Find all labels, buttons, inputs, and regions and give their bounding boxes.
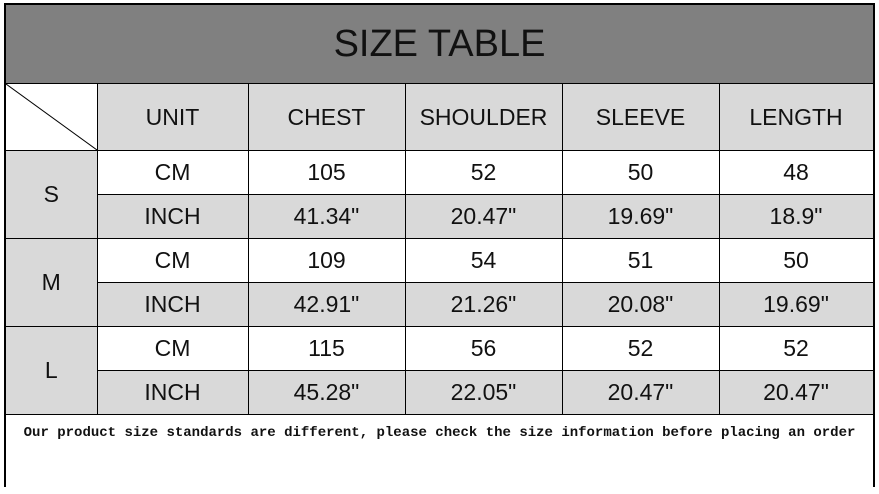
value-cell: 19.69" xyxy=(562,195,719,239)
value-cell: 115 xyxy=(248,327,405,371)
unit-cell: INCH xyxy=(97,371,248,415)
value-cell: 105 xyxy=(248,151,405,195)
value-cell: 42.91" xyxy=(248,283,405,327)
value-cell: 45.28" xyxy=(248,371,405,415)
unit-cell: CM xyxy=(97,327,248,371)
value-cell: 18.9" xyxy=(719,195,873,239)
value-cell: 20.47" xyxy=(562,371,719,415)
value-cell: 52 xyxy=(405,151,562,195)
value-cell: 20.47" xyxy=(719,371,873,415)
unit-cell: INCH xyxy=(97,195,248,239)
value-cell: 22.05" xyxy=(405,371,562,415)
size-label: S xyxy=(6,151,97,239)
unit-cell: INCH xyxy=(97,283,248,327)
value-cell: 20.08" xyxy=(562,283,719,327)
value-cell: 52 xyxy=(719,327,873,371)
value-cell: 52 xyxy=(562,327,719,371)
size-note: Our product size standards are different… xyxy=(6,415,873,494)
unit-cell: CM xyxy=(97,239,248,283)
value-cell: 56 xyxy=(405,327,562,371)
value-cell: 51 xyxy=(562,239,719,283)
value-cell: 19.69" xyxy=(719,283,873,327)
diagonal-line-icon xyxy=(6,84,97,150)
unit-cell: CM xyxy=(97,151,248,195)
value-cell: 109 xyxy=(248,239,405,283)
value-cell: 20.47" xyxy=(405,195,562,239)
value-cell: 50 xyxy=(562,151,719,195)
value-cell: 54 xyxy=(405,239,562,283)
value-cell: 48 xyxy=(719,151,873,195)
diagonal-corner-cell xyxy=(6,84,97,151)
header-unit: UNIT xyxy=(97,84,248,151)
value-cell: 50 xyxy=(719,239,873,283)
value-cell: 41.34" xyxy=(248,195,405,239)
size-label: M xyxy=(6,239,97,327)
header-sleeve: SLEEVE xyxy=(562,84,719,151)
size-label: L xyxy=(6,327,97,415)
value-cell: 21.26" xyxy=(405,283,562,327)
header-length: LENGTH xyxy=(719,84,873,151)
header-shoulder: SHOULDER xyxy=(405,84,562,151)
header-chest: CHEST xyxy=(248,84,405,151)
table-title: SIZE TABLE xyxy=(6,5,873,84)
